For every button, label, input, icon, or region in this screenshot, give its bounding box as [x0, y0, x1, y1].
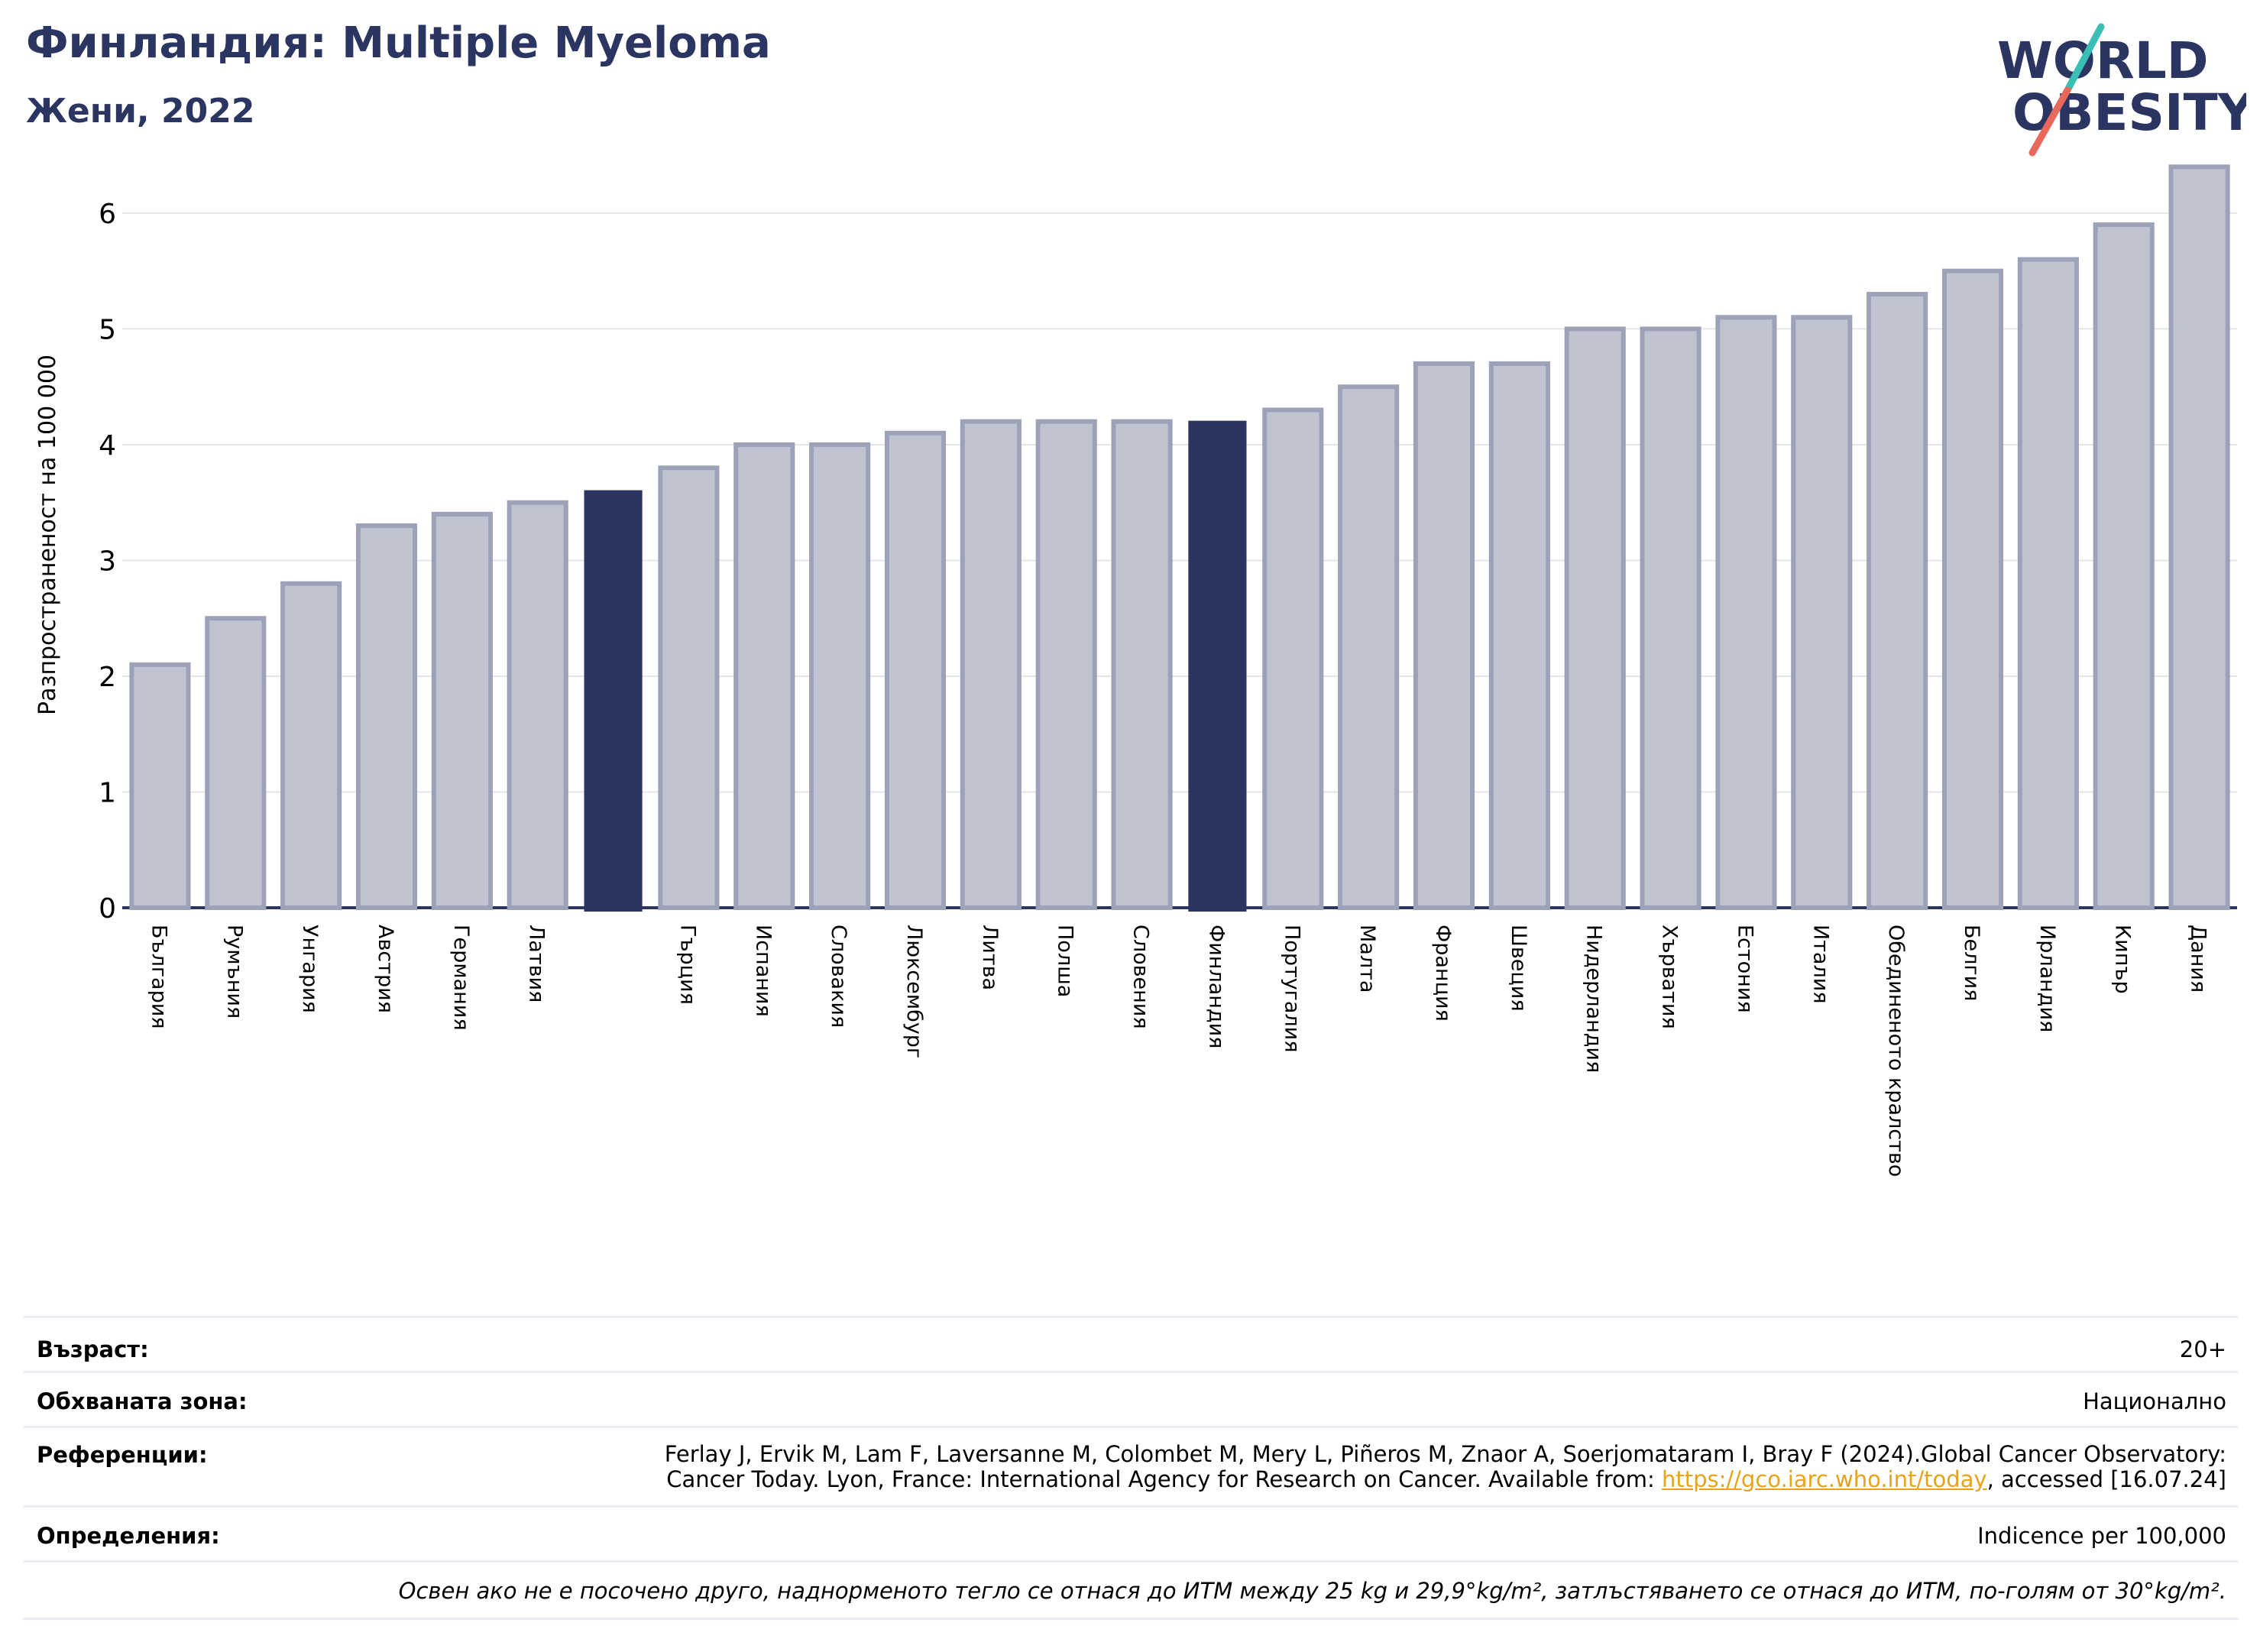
bar	[1035, 419, 1097, 910]
info-row-area: Обхваната зона: Национално	[23, 1371, 2239, 1428]
age-value: 20+	[2179, 1336, 2226, 1362]
x-tick-label: Румъния	[222, 925, 246, 1019]
bar	[205, 616, 267, 910]
x-tick-label: Белгия	[1960, 925, 1983, 1001]
y-tick-label: 2	[99, 662, 116, 693]
tick-labels: 0 1 2 3 4 5 6 България Румъния Унгария Австрия Герм…	[99, 199, 2210, 1177]
age-label: Възраст:	[37, 1336, 149, 1362]
definitions-label: Определения:	[37, 1523, 220, 1549]
logo-text-world: WORLD	[1997, 31, 2209, 90]
x-tick-label: Италия	[1808, 925, 1832, 1004]
x-tick-label: Ирландия	[2035, 925, 2059, 1032]
x-tick-label: Нидерландия	[1582, 925, 1606, 1073]
x-tick-label: България	[147, 925, 170, 1029]
x-tick-label: Унгария	[298, 925, 322, 1013]
bar-highlighted	[1188, 420, 1247, 912]
y-tick-label: 3	[99, 546, 116, 577]
y-tick-label: 0	[99, 893, 116, 925]
reference-accessed: , accessed [16.07.24]	[1986, 1466, 2226, 1492]
y-tick-label: 4	[99, 430, 116, 462]
reference-line-1: Ferlay J, Ervik M, Lam F, Laversanne M, …	[664, 1441, 2226, 1467]
info-row-age: Възраст: 20+	[23, 1316, 2239, 1373]
y-axis-label: Разпространеност на 100 000	[34, 355, 61, 715]
x-tick-label: Литва	[978, 925, 1002, 990]
bar	[1941, 268, 2004, 910]
x-tick-label: Малта	[1355, 925, 1379, 993]
reference-link[interactable]: https://gco.iarc.who.int/today	[1661, 1466, 1987, 1492]
bar	[809, 442, 871, 910]
area-value: Национално	[2083, 1388, 2226, 1414]
references-label: Референции:	[37, 1442, 208, 1468]
x-tick-label: Кипър	[2111, 925, 2135, 994]
x-tick-label: Австрия	[374, 925, 397, 1013]
bar	[1564, 326, 1626, 910]
bar	[2017, 257, 2079, 910]
x-tick-label: Люксембург	[902, 925, 926, 1058]
x-tick-label: Франция	[1431, 925, 1455, 1022]
reference-line-2: Cancer Today. Lyon, France: Internationa…	[665, 1467, 2226, 1492]
bar	[1488, 361, 1550, 910]
references-value: Ferlay J, Ervik M, Lam F, Laversanne M, …	[665, 1442, 2226, 1492]
y-tick-label: 1	[99, 777, 116, 808]
y-tick-label: 6	[99, 199, 116, 230]
world-obesity-logo: WORLD OBESITY	[1997, 23, 2246, 157]
x-tick-label: Португалия	[1280, 925, 1303, 1052]
x-tick-label: Обединеното кралство	[1884, 925, 1908, 1177]
bar	[1715, 315, 1777, 911]
definitions-value: Indicence per 100,000	[1977, 1523, 2226, 1549]
x-tick-label: Германия	[449, 925, 473, 1031]
bar	[884, 430, 947, 910]
x-tick-label: Гърция	[675, 925, 699, 1005]
x-tick-label: Естония	[1733, 925, 1757, 1013]
bar-chart: 0 1 2 3 4 5 6 България Румъния Унгария Австрия Герм…	[34, 164, 2237, 1177]
bar	[1867, 291, 1928, 910]
bar	[960, 419, 1022, 910]
y-tick-label: 5	[99, 314, 116, 345]
bars	[129, 164, 2230, 912]
bar	[2093, 222, 2155, 910]
x-tick-label: Финландия	[1204, 925, 1228, 1048]
bar	[1791, 315, 1853, 911]
x-tick-label: Испания	[751, 925, 775, 1017]
bar	[129, 662, 191, 910]
x-tick-label: Швеция	[1507, 925, 1530, 1012]
bar-highlighted	[584, 490, 643, 912]
bar	[1262, 407, 1324, 910]
x-tick-label: Словения	[1129, 925, 1153, 1029]
bar	[355, 523, 418, 910]
x-tick-label: Словакия	[827, 925, 850, 1028]
x-tick-label: Латвия	[525, 925, 549, 1003]
chart-subtitle: Жени, 2022	[26, 92, 255, 131]
bar	[1111, 419, 1173, 910]
reference-line-2-text: Cancer Today. Lyon, France: Internationa…	[666, 1466, 1662, 1492]
x-tick-label: Хърватия	[1658, 925, 1682, 1029]
bar	[2168, 164, 2230, 910]
footnote: Освен ако не е посочено друго, наднормен…	[398, 1578, 2226, 1604]
x-tick-label: Дания	[2187, 925, 2210, 993]
info-row-definitions: Определения: Indicence per 100,000	[23, 1505, 2239, 1563]
area-label: Обхваната зона:	[37, 1388, 248, 1414]
bar	[1640, 326, 1701, 910]
bar	[1338, 384, 1400, 910]
bar	[280, 581, 342, 910]
info-row-note: Освен ако не е посочено друго, наднормен…	[23, 1560, 2239, 1620]
bar	[733, 442, 795, 910]
x-tick-label: Полша	[1054, 925, 1077, 997]
bar	[658, 465, 720, 910]
bar	[431, 511, 493, 910]
chart-title: Финландия: Multiple Myeloma	[26, 18, 771, 68]
bar	[507, 500, 568, 910]
info-row-references: Референции: Ferlay J, Ervik M, Lam F, La…	[23, 1426, 2239, 1508]
bar	[1413, 361, 1475, 910]
